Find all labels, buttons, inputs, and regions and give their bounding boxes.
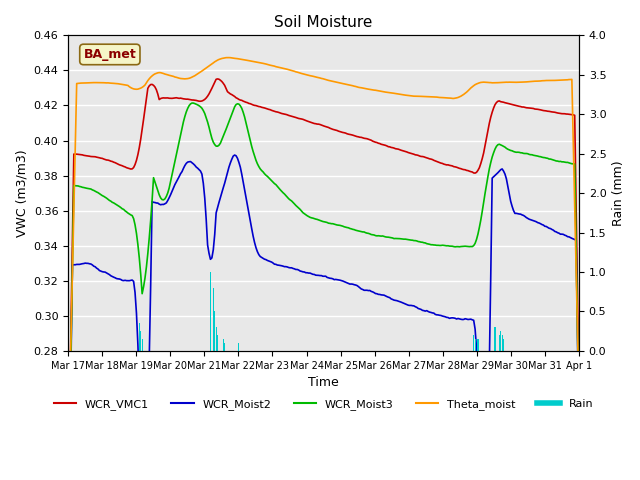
Bar [223,339,224,351]
Bar [139,323,140,351]
Y-axis label: Rain (mm): Rain (mm) [612,160,625,226]
Bar [500,331,501,351]
Bar [140,331,141,351]
Bar [474,339,476,351]
Title: Soil Moisture: Soil Moisture [275,15,372,30]
Bar [141,339,143,351]
Bar [216,327,217,351]
Text: BA_met: BA_met [83,48,136,61]
Bar [503,339,504,351]
Bar [238,343,239,351]
Bar [210,272,211,351]
Bar [212,288,214,351]
Bar [477,339,479,351]
Bar [499,335,500,351]
X-axis label: Time: Time [308,376,339,389]
Bar [224,343,225,351]
Y-axis label: VWC (m3/m3): VWC (m3/m3) [15,149,28,237]
Bar [217,335,218,351]
Bar [214,312,215,351]
Legend: WCR_VMC1, WCR_Moist2, WCR_Moist3, Theta_moist, Rain: WCR_VMC1, WCR_Moist2, WCR_Moist3, Theta_… [49,395,598,415]
Bar [473,335,474,351]
